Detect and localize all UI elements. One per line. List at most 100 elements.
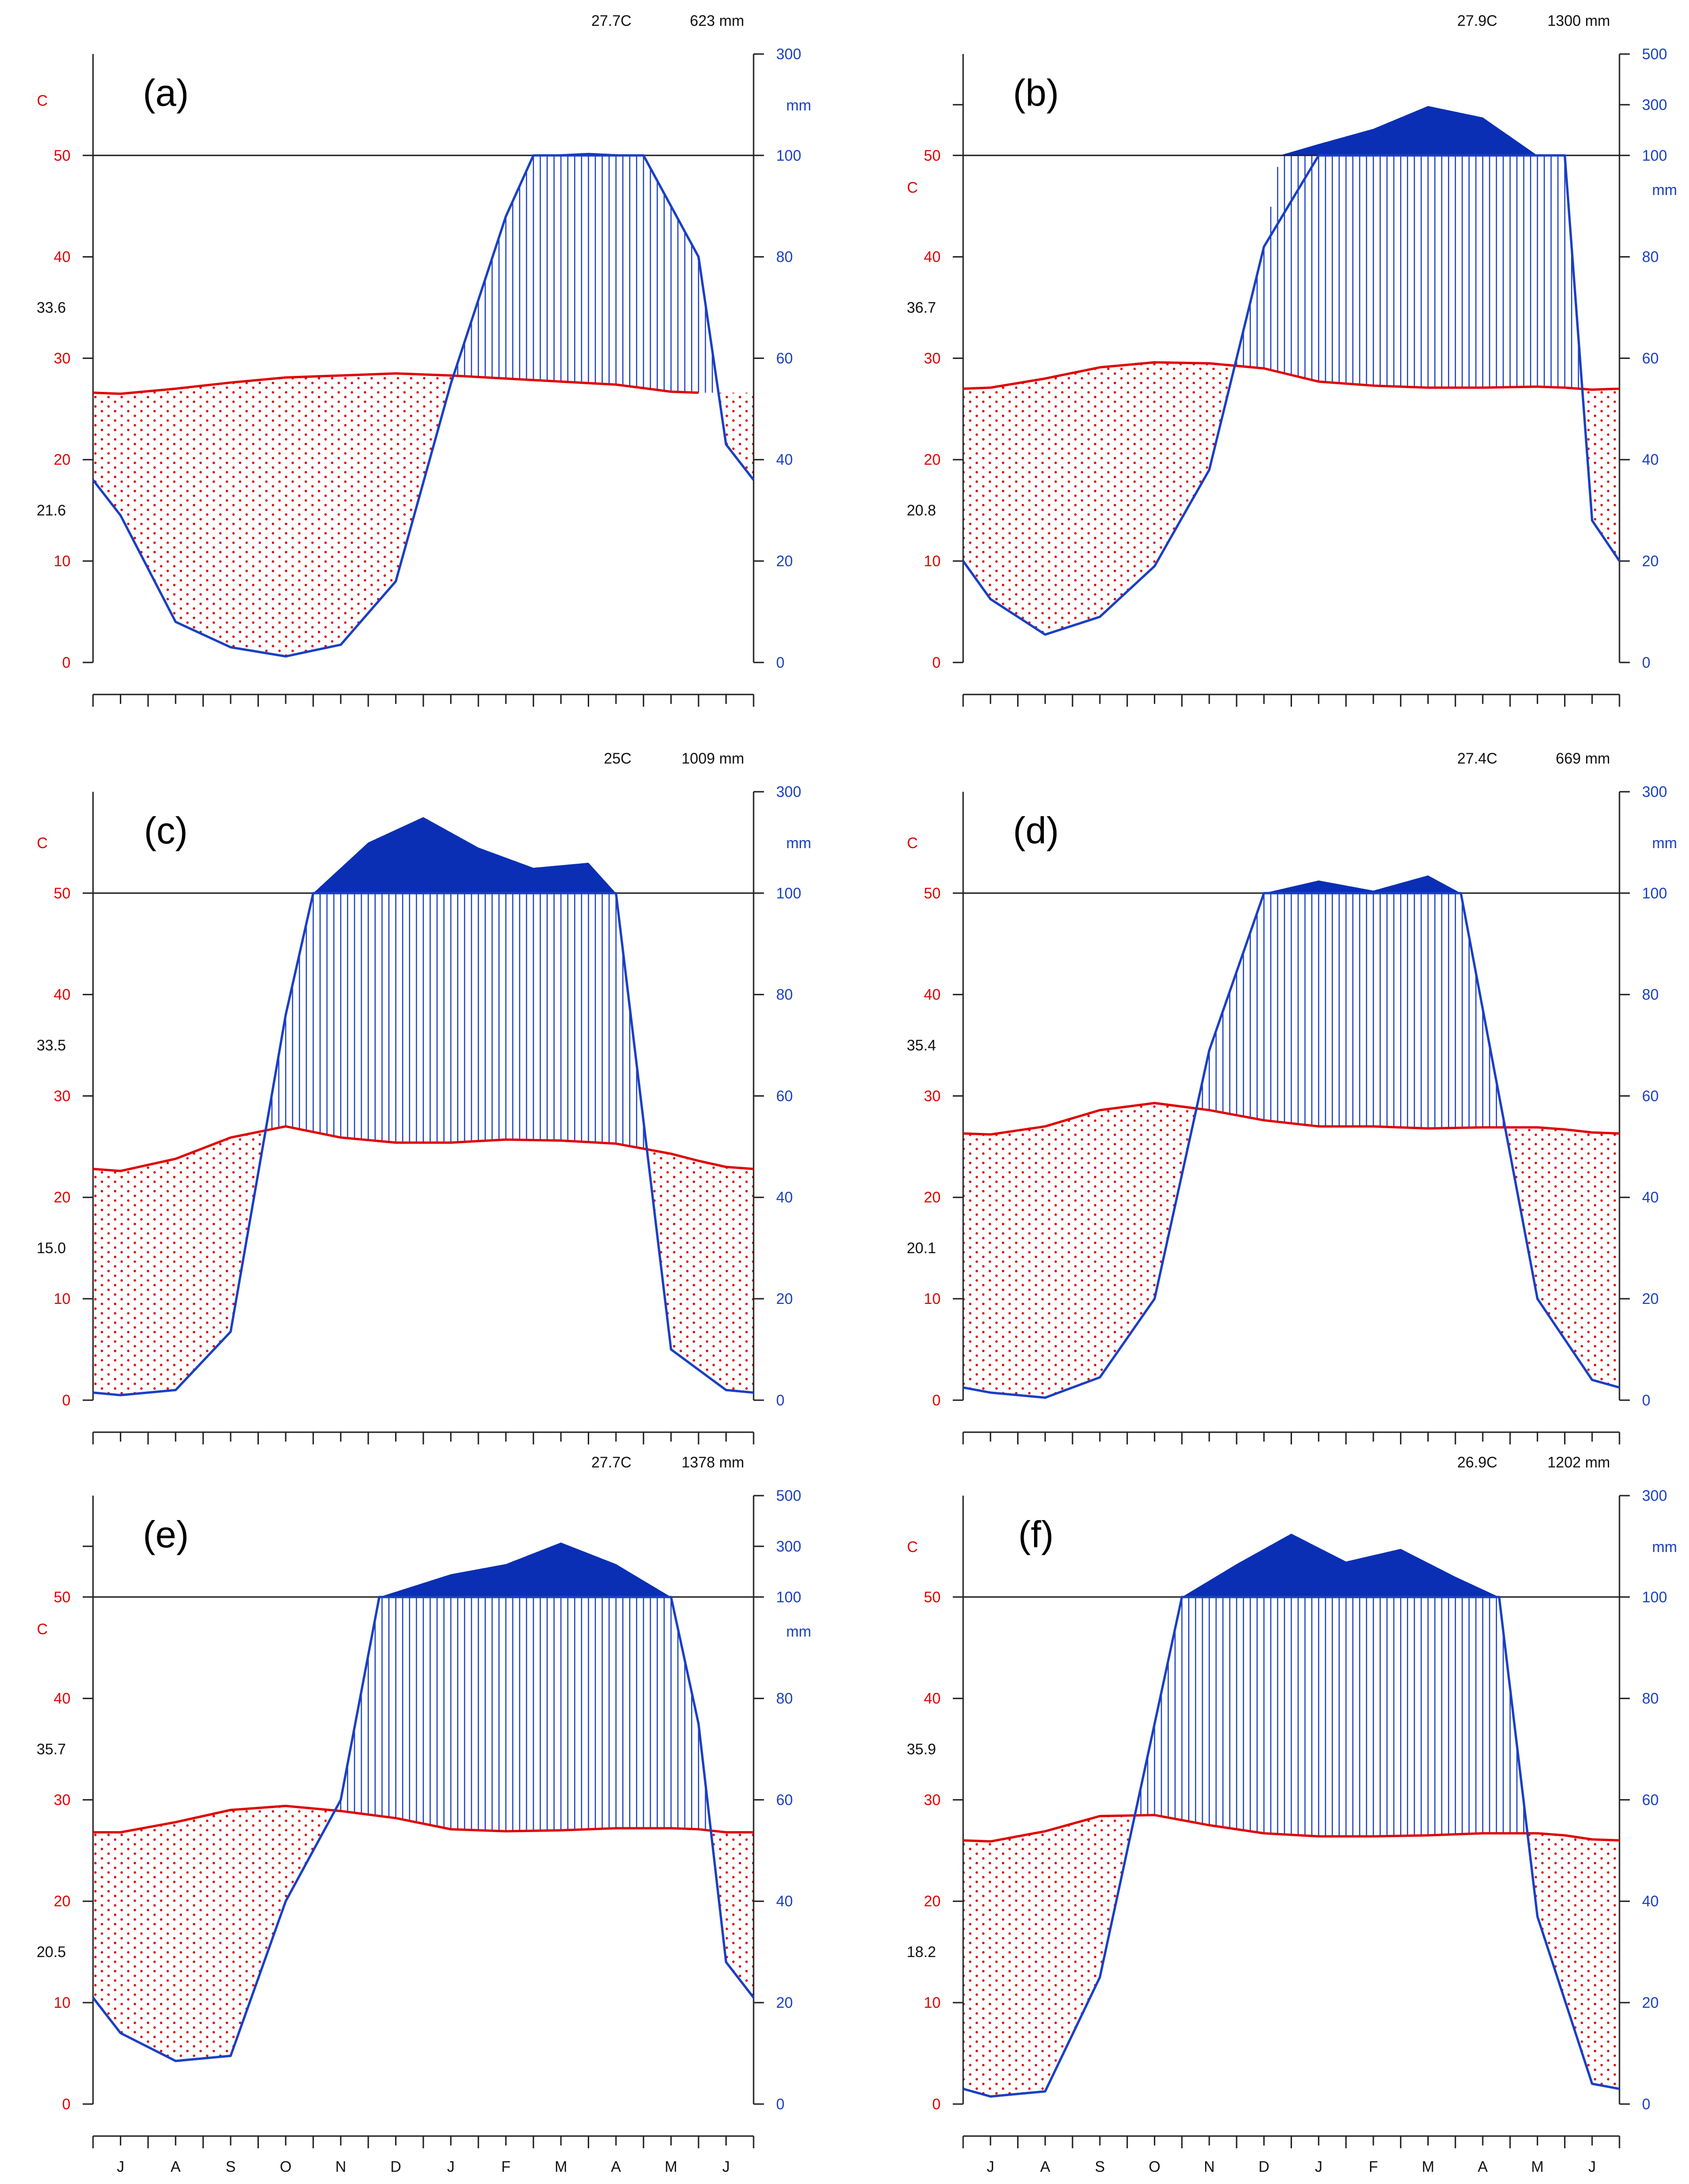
temp-tick-label: 40 xyxy=(54,1690,70,1707)
temp-tick-label: 50 xyxy=(54,885,70,902)
perhumid-period-area xyxy=(381,1542,670,1597)
temp-tick-label: 40 xyxy=(924,986,941,1003)
temp-tick-label: 50 xyxy=(924,1589,941,1606)
temperature-unit-label: C xyxy=(907,835,918,851)
panel-a: 0 10 20 30 40 50 0 20 40 60 80 100 300 C mm 27.7C 623 mm… xyxy=(37,12,811,707)
precip-tick-label: 0 xyxy=(1642,654,1650,671)
temp-tick-label: 30 xyxy=(54,350,70,367)
temp-tick-label: 10 xyxy=(924,1290,941,1307)
arid-period-area xyxy=(963,1815,1134,2097)
humid-period-hatching xyxy=(457,155,713,393)
precip-tick-label: 60 xyxy=(1642,350,1659,367)
precip-tick-label: 500 xyxy=(776,1487,801,1504)
precip-tick-label: 300 xyxy=(1642,1487,1667,1504)
month-label: A xyxy=(171,2158,181,2175)
panel-c: 0 10 20 30 40 50 0 20 40 60 80 100 300 C mm 25C 1009 mm 3… xyxy=(37,750,811,1444)
panel-label: (e) xyxy=(143,1513,189,1555)
month-label: M xyxy=(555,2158,568,2175)
humid-period-hatching xyxy=(1140,1597,1525,1837)
precip-tick-label: 40 xyxy=(776,1893,793,1910)
annual-precipitation-label: 1300 mm xyxy=(1548,12,1610,29)
annual-precipitation-label: 1378 mm xyxy=(682,1454,744,1471)
temperature-line xyxy=(963,1814,1620,1843)
precip-tick-label: 20 xyxy=(776,1290,793,1307)
month-label: J xyxy=(1588,2158,1596,2175)
precipitation-line xyxy=(93,892,754,1396)
panel-label: (f) xyxy=(1018,1513,1054,1555)
arid-period-area xyxy=(93,1131,265,1396)
mean-temperature-label: 27.7C xyxy=(592,12,631,29)
precip-tick-label: 300 xyxy=(776,46,801,62)
min-temperature-label: 20.1 xyxy=(907,1240,936,1256)
perhumid-period-area xyxy=(314,817,615,893)
panel-label: (c) xyxy=(144,810,187,851)
temp-tick-label: 10 xyxy=(54,1994,70,2011)
month-label: J xyxy=(1315,2158,1323,2175)
precip-tick-label: 300 xyxy=(776,783,801,800)
precipitation-line xyxy=(92,154,755,658)
annual-precipitation-label: 623 mm xyxy=(690,12,744,29)
perhumid-period-area xyxy=(1183,1533,1498,1597)
month-label: F xyxy=(1369,2158,1378,2175)
precip-tick-label: 60 xyxy=(776,1087,793,1104)
temperature-unit-label: C xyxy=(37,1621,47,1638)
precipitation-unit-label: mm xyxy=(1652,1538,1677,1555)
month-label: A xyxy=(1478,2158,1488,2175)
precip-tick-label: 20 xyxy=(1642,1994,1659,2011)
month-label: O xyxy=(280,2158,292,2175)
arid-period-area xyxy=(647,1149,754,1393)
precip-tick-label: 0 xyxy=(1642,1392,1650,1409)
precipitation-line xyxy=(962,154,1621,636)
arid-period-area xyxy=(719,392,754,480)
temp-tick-label: 20 xyxy=(54,451,70,468)
max-temperature-label: 33.6 xyxy=(37,299,66,316)
temp-tick-label: 20 xyxy=(924,451,941,468)
precip-tick-label: 20 xyxy=(776,553,793,569)
humid-period-hatching xyxy=(1236,155,1579,389)
precip-tick-label: 40 xyxy=(776,451,793,468)
min-temperature-label: 20.8 xyxy=(907,502,936,519)
max-temperature-label: 35.7 xyxy=(37,1741,66,1758)
temp-tick-label: 50 xyxy=(54,147,70,164)
precip-tick-label: 40 xyxy=(1642,1189,1659,1206)
max-temperature-label: 35.4 xyxy=(907,1037,936,1054)
precip-tick-label: 100 xyxy=(776,147,801,164)
min-temperature-label: 20.5 xyxy=(37,1943,66,1960)
temp-tick-label: 30 xyxy=(54,1791,70,1808)
precip-tick-label: 100 xyxy=(1642,885,1667,902)
month-label: J xyxy=(117,2158,125,2175)
precip-tick-label: 60 xyxy=(1642,1791,1659,1808)
perhumid-period-area xyxy=(1280,106,1536,156)
temp-tick-label: 20 xyxy=(924,1189,941,1206)
precip-tick-label: 60 xyxy=(776,1791,793,1808)
precip-tick-label: 80 xyxy=(776,1690,793,1707)
precipitation-line xyxy=(963,892,1620,1399)
temp-tick-label: 20 xyxy=(54,1893,70,1910)
precip-tick-label: 0 xyxy=(1642,2096,1650,2113)
annual-precipitation-label: 669 mm xyxy=(1556,750,1610,767)
temperature-line xyxy=(93,1125,754,1172)
temp-tick-label: 30 xyxy=(924,1087,941,1104)
arid-period-area xyxy=(93,373,452,656)
precipitation-unit-label: mm xyxy=(786,97,811,114)
precipitation-unit-label: mm xyxy=(1652,835,1677,851)
month-label: J xyxy=(987,2158,994,2175)
precip-tick-label: 40 xyxy=(1642,1893,1659,1910)
temp-tick-label: 0 xyxy=(62,2096,70,2113)
temp-tick-label: 0 xyxy=(932,654,941,671)
month-label: M xyxy=(665,2158,677,2175)
temperature-line xyxy=(93,1804,754,1833)
precip-tick-label: 40 xyxy=(776,1189,793,1206)
temperature-unit-label: C xyxy=(907,179,918,196)
panel-f: 0 10 20 30 40 50 0 20 40 60 80 100 300 J A S O N D J F M A M J C m… xyxy=(907,1454,1677,2175)
arid-period-area xyxy=(1528,1833,1619,2089)
month-label: N xyxy=(1204,2158,1214,2175)
arid-period-area xyxy=(93,1806,334,2061)
humid-period-hatching xyxy=(340,1597,706,1832)
month-label: F xyxy=(501,2158,511,2175)
precip-tick-label: 60 xyxy=(1642,1087,1659,1104)
precip-tick-label: 300 xyxy=(1642,783,1667,800)
temp-tick-label: 10 xyxy=(54,1290,70,1307)
humid-period-hatching xyxy=(271,893,644,1149)
